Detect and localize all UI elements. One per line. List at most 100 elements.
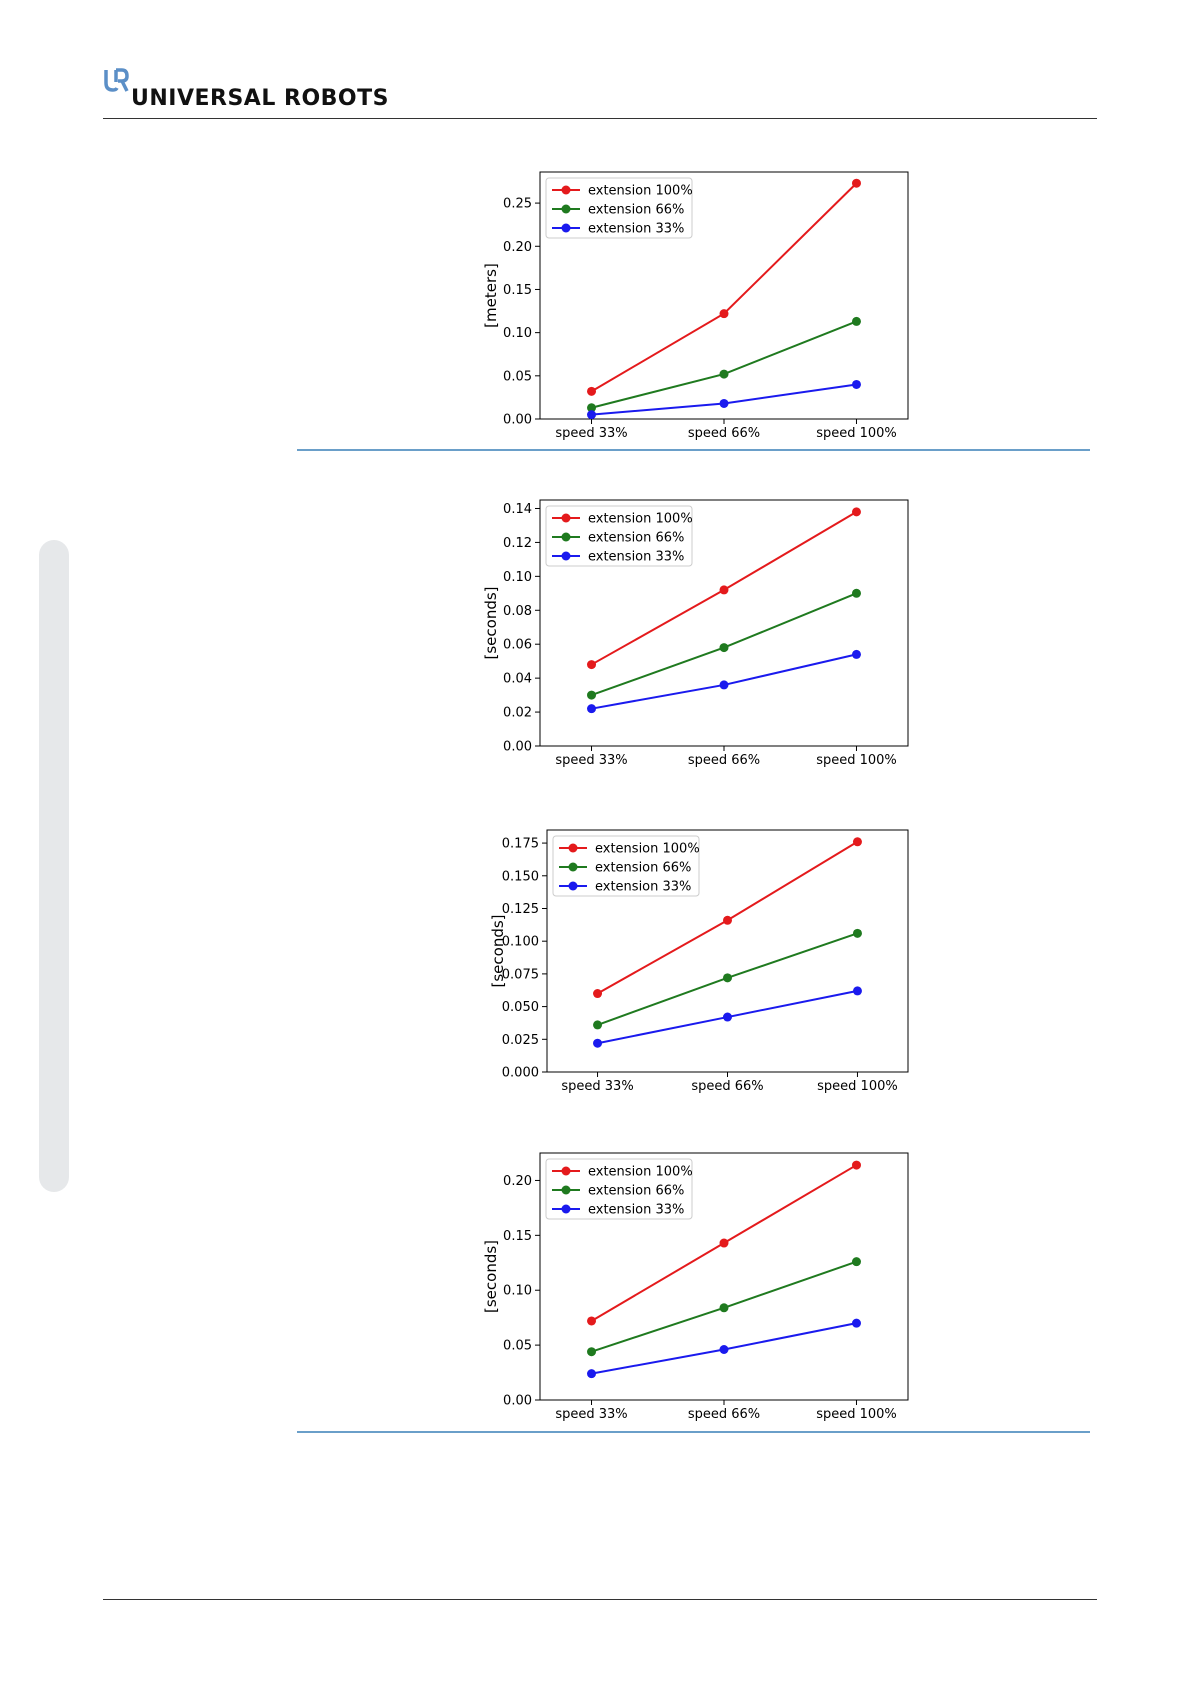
y-tick-label: 0.05 bbox=[503, 369, 532, 384]
data-point bbox=[719, 309, 729, 319]
data-point bbox=[851, 1257, 861, 1267]
y-tick-label: 0.00 bbox=[503, 413, 532, 428]
y-tick-label: 0.150 bbox=[502, 869, 539, 884]
data-point bbox=[593, 989, 603, 999]
chart-4-extension-time: 0.00 0.05 0.10 0.15 0.20 speed 33% speed 66% sp… bbox=[482, 1152, 909, 1422]
footer-divider bbox=[103, 1599, 1097, 1600]
x-tick-label: speed 100% bbox=[816, 426, 897, 441]
y-axis-label: [seconds] bbox=[482, 586, 500, 659]
data-point bbox=[723, 915, 732, 925]
legend-label: extension 33% bbox=[595, 880, 691, 895]
data-point bbox=[719, 398, 729, 408]
y-axis-label: [seconds] bbox=[482, 1240, 500, 1313]
legend-box bbox=[552, 835, 700, 897]
y-tick-label: 0.000 bbox=[502, 1066, 539, 1081]
data-point bbox=[587, 386, 597, 396]
y-tick-label: 0.04 bbox=[503, 672, 532, 687]
y-tick-label: 0.15 bbox=[503, 283, 532, 298]
x-tick-label: speed 33% bbox=[555, 753, 627, 768]
data-point bbox=[719, 1238, 729, 1248]
legend-label: extension 66% bbox=[588, 531, 684, 546]
legend-swatch-marker bbox=[568, 843, 578, 853]
legend-swatch-marker bbox=[561, 204, 571, 214]
x-tick-label: speed 100% bbox=[816, 753, 897, 768]
y-tick-label: 0.20 bbox=[503, 1174, 532, 1189]
legend-box bbox=[545, 1158, 693, 1220]
legend-swatch-marker bbox=[561, 1166, 571, 1176]
data-point bbox=[587, 403, 597, 413]
legend-label: extension 33% bbox=[588, 222, 684, 237]
data-point bbox=[851, 1160, 861, 1170]
data-point bbox=[719, 585, 729, 595]
y-tick-label: 0.02 bbox=[503, 706, 532, 721]
data-point bbox=[719, 1345, 729, 1355]
data-point bbox=[587, 690, 597, 700]
y-tick-label: 0.10 bbox=[503, 326, 532, 341]
legend-label: extension 33% bbox=[588, 550, 684, 565]
y-tick-label: 0.075 bbox=[502, 967, 539, 982]
data-point bbox=[851, 316, 861, 326]
data-point bbox=[593, 1020, 603, 1030]
data-point bbox=[851, 379, 861, 389]
data-point bbox=[852, 986, 862, 996]
x-tick-label: speed 66% bbox=[688, 753, 760, 768]
universal-robots-logo-icon bbox=[104, 68, 129, 92]
x-tick-label: speed 66% bbox=[688, 1407, 760, 1422]
legend-swatch-marker bbox=[561, 513, 571, 523]
data-point bbox=[719, 1303, 729, 1313]
y-tick-label: 0.14 bbox=[503, 502, 532, 517]
y-tick-label: 0.15 bbox=[503, 1229, 532, 1244]
legend-swatch-marker bbox=[568, 881, 578, 891]
legend-swatch-marker bbox=[568, 862, 578, 872]
y-tick-label: 0.00 bbox=[503, 740, 532, 755]
legend-swatch-marker bbox=[561, 223, 571, 233]
y-tick-label: 0.25 bbox=[503, 197, 532, 212]
side-thumb-tab bbox=[39, 540, 69, 1192]
data-point bbox=[723, 973, 732, 983]
y-tick-label: 0.100 bbox=[502, 935, 539, 950]
legend-label: extension 100% bbox=[588, 184, 693, 199]
y-tick-label: 0.175 bbox=[502, 837, 539, 852]
x-tick-label: speed 33% bbox=[555, 1407, 627, 1422]
x-tick-label: speed 66% bbox=[688, 426, 760, 441]
data-point bbox=[851, 588, 861, 598]
legend-label: extension 66% bbox=[588, 1184, 684, 1199]
y-tick-label: 0.10 bbox=[503, 570, 532, 585]
x-tick-label: speed 66% bbox=[691, 1079, 763, 1094]
data-point bbox=[587, 704, 597, 714]
legend-swatch-marker bbox=[561, 1185, 571, 1195]
x-tick-label: speed 33% bbox=[555, 426, 627, 441]
y-tick-label: 0.20 bbox=[503, 240, 532, 255]
data-point bbox=[851, 1318, 861, 1328]
data-point bbox=[587, 1347, 597, 1357]
data-point bbox=[852, 837, 862, 847]
data-point bbox=[593, 1038, 603, 1048]
data-point bbox=[587, 1369, 597, 1379]
brand-header: UNIVERSAL ROBOTS bbox=[103, 68, 388, 114]
data-point bbox=[587, 410, 597, 420]
x-tick-label: speed 33% bbox=[561, 1079, 633, 1094]
chart-2-extension-time: 0.00 0.02 0.04 0.06 0.08 0.10 0.12 0.14 speed 33… bbox=[482, 499, 909, 768]
chart-1-extension-distance: 0.00 0.05 0.10 0.15 0.20 0.25 speed 33% speed 6… bbox=[482, 171, 909, 441]
y-tick-label: 0.12 bbox=[503, 536, 532, 551]
legend-label: extension 100% bbox=[588, 1165, 693, 1180]
y-tick-label: 0.10 bbox=[503, 1284, 532, 1299]
section-separator-1 bbox=[297, 449, 1090, 451]
data-point bbox=[719, 680, 729, 690]
legend-swatch-marker bbox=[561, 551, 571, 561]
x-tick-label: speed 100% bbox=[817, 1079, 898, 1094]
legend-swatch-marker bbox=[561, 532, 571, 542]
y-axis-label: [seconds] bbox=[489, 914, 507, 987]
y-tick-label: 0.08 bbox=[503, 604, 532, 619]
x-tick-label: speed 100% bbox=[816, 1407, 897, 1422]
y-tick-label: 0.06 bbox=[503, 638, 532, 653]
data-point bbox=[587, 1316, 597, 1326]
brand-name: UNIVERSAL ROBOTS bbox=[131, 86, 389, 111]
legend-swatch-marker bbox=[561, 1204, 571, 1214]
y-axis-label: [meters] bbox=[482, 263, 500, 328]
y-tick-label: 0.05 bbox=[503, 1339, 532, 1354]
legend-swatch-marker bbox=[561, 185, 571, 195]
data-point bbox=[851, 507, 861, 517]
data-point bbox=[851, 649, 861, 659]
data-point bbox=[719, 369, 729, 379]
